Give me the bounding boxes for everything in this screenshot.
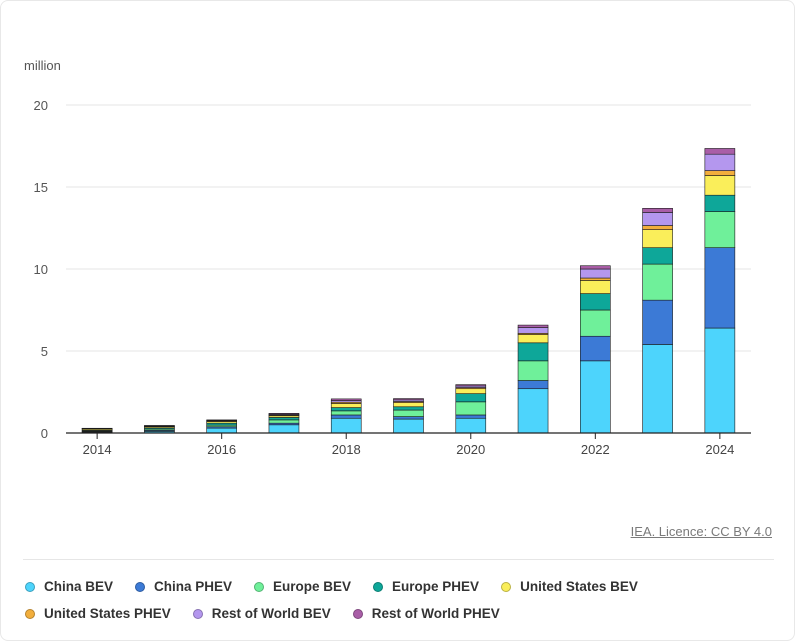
bar-segment <box>517 342 549 362</box>
bar-segment <box>393 406 424 411</box>
y-tick-label: 5 <box>41 344 48 359</box>
stacked-bar-chart: 0 5 10 15 20 2014 2016 2018 2020 2022 2024 <box>34 98 751 457</box>
bar-segment <box>580 309 611 337</box>
licence-link[interactable]: IEA. Licence: CC BY 4.0 <box>630 524 772 539</box>
y-tick-label: 15 <box>34 180 48 195</box>
bar-segment <box>517 334 549 344</box>
legend-swatch-icon <box>25 608 35 619</box>
x-tick-label: 2024 <box>705 442 734 457</box>
bar-segment <box>704 148 736 155</box>
bar-segment <box>704 247 736 329</box>
bar-segment <box>580 280 611 294</box>
bar-segment <box>642 229 673 248</box>
bar-segment <box>642 208 673 213</box>
legend-item[interactable]: United States BEV <box>501 577 638 596</box>
bar-segment <box>517 360 549 381</box>
bar-segment <box>642 225 673 230</box>
chart-legend: China BEV China PHEV Europe BEV Europe PHEV… <box>25 577 775 623</box>
legend-item[interactable]: Rest of World PHEV <box>352 604 500 623</box>
legend-label: United States BEV <box>520 579 638 594</box>
bar-segment <box>455 388 487 394</box>
bar-segment <box>517 327 549 334</box>
legend-swatch-icon <box>192 608 203 619</box>
bar-segment <box>517 380 549 390</box>
bar-segment <box>393 402 424 408</box>
bar-segment <box>393 418 424 434</box>
bar-segment <box>455 393 487 403</box>
bar-segment <box>393 398 424 401</box>
legend-label: China BEV <box>44 579 114 594</box>
legend-swatch-icon <box>135 581 146 592</box>
x-tick-label: 2018 <box>332 442 361 457</box>
bar-segment <box>704 194 736 212</box>
bar-segment <box>268 424 300 434</box>
legend-label: China PHEV <box>154 579 233 594</box>
bar-segment <box>704 211 736 248</box>
bar-segment <box>455 401 487 416</box>
legend-divider <box>23 559 774 560</box>
y-axis-unit-label: million <box>24 58 61 73</box>
x-tick-label: 2014 <box>83 442 112 457</box>
bar-segment <box>517 388 549 434</box>
legend-swatch-icon <box>501 581 512 592</box>
legend-item[interactable]: Europe PHEV <box>373 577 479 596</box>
y-tick-label: 20 <box>34 98 48 113</box>
bar-segment <box>268 413 300 415</box>
bar-segment <box>330 407 362 412</box>
bar-segment <box>580 335 611 362</box>
bar-segment <box>330 403 362 408</box>
bar-segment <box>704 170 736 176</box>
bar-segment <box>580 268 611 279</box>
legend-label: Europe PHEV <box>392 579 480 594</box>
legend-label: Rest of World PHEV <box>371 606 500 621</box>
legend-swatch-icon <box>352 608 363 619</box>
bar-segment <box>704 175 736 196</box>
bar-segment <box>268 417 300 421</box>
y-tick-label: 10 <box>34 262 48 277</box>
bar-segment <box>455 414 487 419</box>
y-tick-label: 0 <box>41 426 48 441</box>
bar-segment <box>330 410 362 416</box>
bar-segment <box>517 324 549 328</box>
bar-segment <box>704 153 736 171</box>
bar-segment <box>704 327 736 434</box>
x-tick-label: 2022 <box>581 442 610 457</box>
bar-segment <box>642 263 673 301</box>
legend-item[interactable]: China PHEV <box>135 577 232 596</box>
bar-segment <box>330 414 362 419</box>
legend-item[interactable]: United States PHEV <box>25 604 171 623</box>
bar-segment <box>455 417 487 434</box>
legend-label: Rest of World BEV <box>211 606 331 621</box>
bar-segment <box>580 360 611 434</box>
legend-item[interactable]: Rest of World BEV <box>192 604 331 623</box>
x-tick-label: 2020 <box>456 442 485 457</box>
legend-swatch-icon <box>25 581 35 592</box>
bar-segment <box>206 419 237 421</box>
bar-segment <box>393 409 424 417</box>
bar-segment <box>144 425 175 427</box>
x-tick-label: 2016 <box>207 442 236 457</box>
legend-label: Europe BEV <box>273 579 352 594</box>
bar-segment <box>206 427 237 434</box>
legend-label: United States PHEV <box>44 606 171 621</box>
bar-segment <box>330 398 362 401</box>
bar-segment <box>268 419 300 424</box>
bar-segment <box>393 416 424 420</box>
bar-segment <box>455 384 487 387</box>
legend-swatch-icon <box>254 581 265 592</box>
bar-segment <box>642 212 673 226</box>
legend-item[interactable]: China BEV <box>25 577 113 596</box>
bar-segment <box>642 344 673 434</box>
legend-item[interactable]: Europe BEV <box>254 577 351 596</box>
bar-segment <box>330 417 362 434</box>
bar-segment <box>580 265 611 270</box>
bar-segment <box>642 299 673 345</box>
bar-segment <box>642 247 673 265</box>
legend-swatch-icon <box>373 581 384 592</box>
bar-segment <box>580 277 611 281</box>
bar-segment <box>81 427 113 430</box>
bar-segment <box>580 293 611 311</box>
